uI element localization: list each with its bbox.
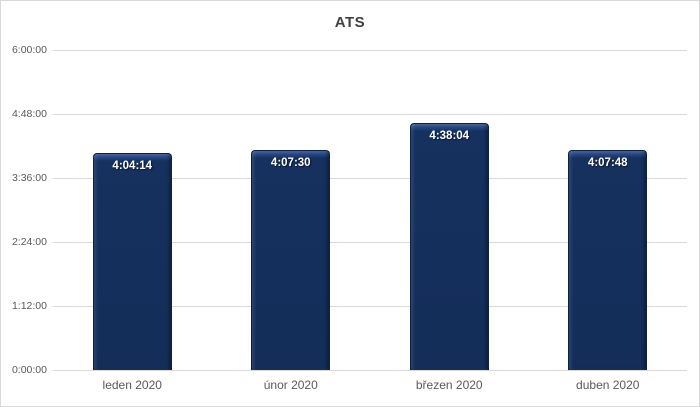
gridline bbox=[53, 242, 687, 243]
bar-leden-2020: 4:04:14 bbox=[92, 152, 172, 370]
y-axis-tick-label: 6:00:00 bbox=[11, 44, 47, 56]
y-axis-tick-label: 2:24:00 bbox=[11, 236, 47, 248]
chart-title: ATS bbox=[334, 14, 366, 31]
y-axis-tick-label: 0:00:00 bbox=[11, 364, 47, 376]
gridline bbox=[53, 50, 687, 51]
x-axis-category-label: leden 2020 bbox=[102, 378, 162, 392]
gridline bbox=[53, 306, 687, 307]
x-axis-category-label: březen 2020 bbox=[415, 378, 483, 392]
x-axis-category-label: duben 2020 bbox=[576, 378, 640, 392]
gridline bbox=[53, 114, 687, 115]
gridline bbox=[53, 370, 687, 371]
bar-březen-2020: 4:38:04 bbox=[409, 122, 489, 370]
y-axis-tick-label: 4:48:00 bbox=[11, 108, 47, 120]
bar-duben-2020: 4:07:48 bbox=[568, 149, 648, 370]
bar-value-label: 4:04:14 bbox=[112, 159, 153, 172]
y-axis-tick-label: 1:12:00 bbox=[11, 300, 47, 312]
plot-area: 4:04:14 4:07:30 4:38:04 4:07:48 bbox=[53, 50, 687, 371]
gridline bbox=[53, 178, 687, 179]
y-axis-tick-label: 3:36:00 bbox=[11, 172, 47, 184]
x-axis-category-label: únor 2020 bbox=[263, 378, 318, 392]
bar-value-label: 4:07:48 bbox=[587, 156, 628, 169]
bar-value-label: 4:07:30 bbox=[270, 157, 311, 169]
bar-value-label: 4:38:04 bbox=[429, 129, 470, 142]
bar-únor-2020: 4:07:30 bbox=[251, 150, 331, 370]
